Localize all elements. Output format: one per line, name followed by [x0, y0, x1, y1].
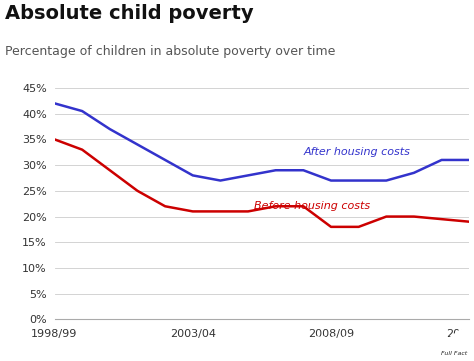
Text: After housing costs: After housing costs	[303, 147, 410, 157]
Text: Absolute child poverty: Absolute child poverty	[5, 4, 254, 23]
Text: Percentage of children in absolute poverty over time: Percentage of children in absolute pover…	[5, 45, 335, 58]
Text: Full Fact: Full Fact	[441, 351, 467, 356]
Polygon shape	[417, 319, 474, 361]
Text: Before housing costs: Before housing costs	[254, 201, 370, 211]
Text: Source:: Source:	[6, 336, 43, 345]
Text: Households below average income (HBAI): 1994/95 to 2013/14: Households below average income (HBAI): …	[36, 336, 353, 345]
